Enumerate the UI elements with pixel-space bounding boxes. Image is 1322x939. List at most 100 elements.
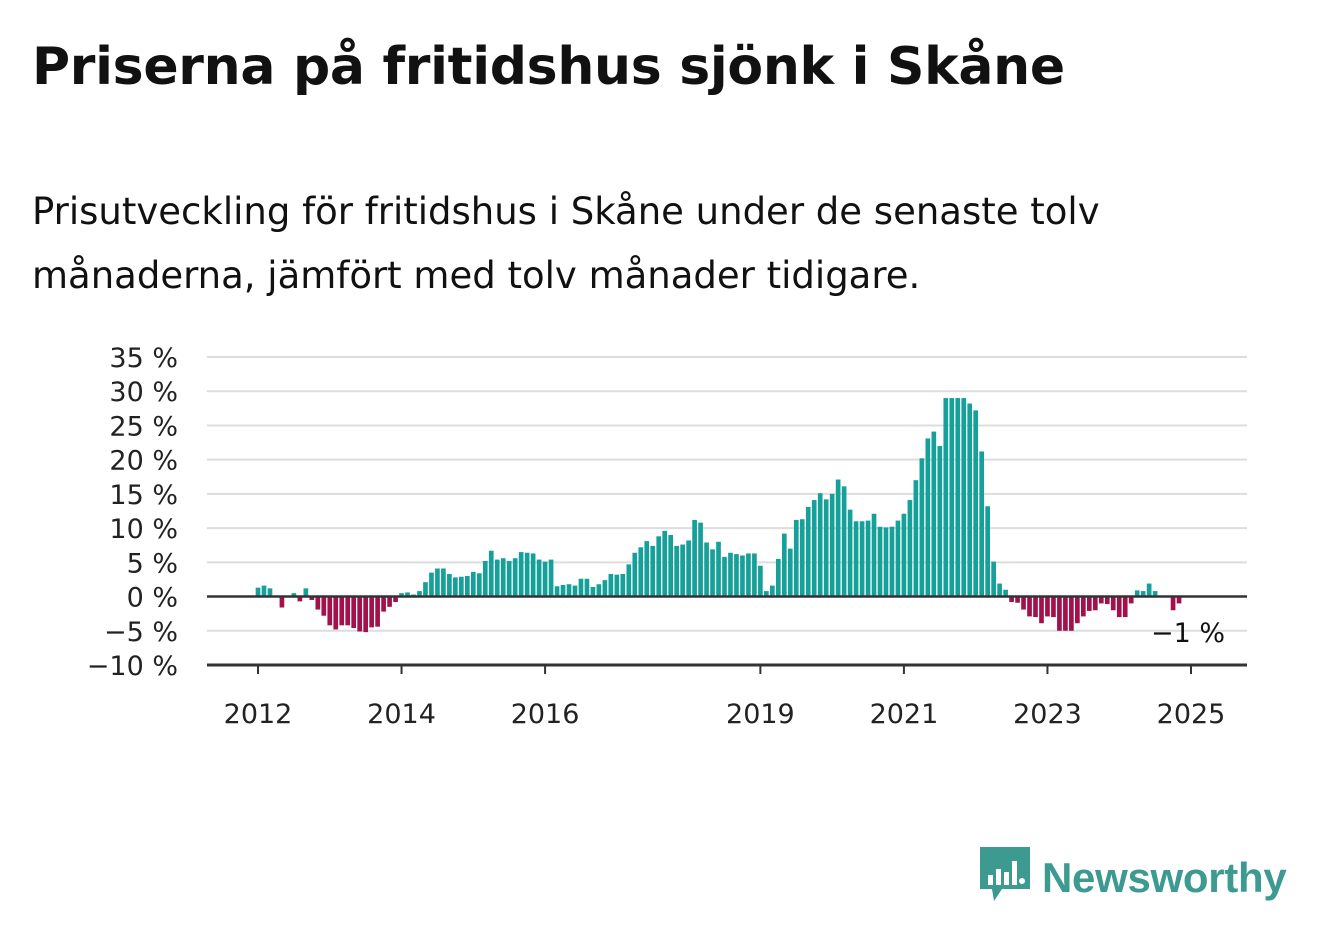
bar	[632, 552, 638, 597]
bar	[381, 596, 386, 612]
bar	[1170, 596, 1176, 611]
bar	[841, 486, 847, 597]
bar	[770, 585, 775, 597]
x-axis-ticks: 2012 2014 2016 2019 2021 2023 2025	[224, 665, 1226, 730]
bar	[925, 438, 931, 597]
bar	[327, 596, 333, 626]
bar	[512, 558, 518, 597]
bar	[919, 458, 925, 597]
bar	[267, 588, 273, 597]
bar	[644, 541, 650, 597]
bar	[261, 585, 267, 597]
bars	[255, 398, 1182, 633]
y-tick-label: −5 %	[104, 617, 178, 648]
bar	[650, 545, 656, 597]
bar	[1045, 596, 1050, 617]
bar	[997, 583, 1002, 597]
bar	[823, 499, 829, 597]
bar	[793, 519, 799, 597]
bar	[506, 560, 512, 597]
bar	[447, 573, 452, 597]
y-tick-label: 25 %	[109, 411, 178, 442]
bar	[1104, 596, 1110, 605]
bar	[871, 513, 877, 597]
bar	[453, 577, 458, 597]
y-tick-label: 30 %	[109, 377, 178, 408]
bar	[1134, 590, 1140, 597]
bar	[476, 573, 482, 597]
bar	[596, 584, 602, 597]
bar	[781, 533, 787, 597]
bar	[255, 587, 261, 597]
bar	[829, 493, 835, 597]
bar	[1063, 596, 1068, 631]
bar	[764, 591, 769, 597]
bar	[638, 547, 644, 597]
bar	[734, 554, 739, 597]
bar	[530, 553, 536, 597]
bar	[1128, 596, 1134, 604]
y-tick-label: −10 %	[87, 651, 178, 682]
bar	[752, 553, 757, 597]
x-tick-label: 2019	[726, 699, 795, 730]
y-tick-label: 10 %	[109, 514, 178, 545]
x-tick-label: 2025	[1157, 699, 1226, 730]
chart-subtitle: Prisutveckling för fritidshus i Skåne un…	[32, 190, 1100, 297]
x-tick-label: 2021	[870, 699, 939, 730]
bar	[614, 574, 620, 597]
bar	[518, 552, 524, 597]
bar	[979, 451, 985, 597]
bar	[590, 586, 596, 597]
bar	[1092, 596, 1098, 611]
bar	[728, 552, 733, 597]
bar	[710, 549, 715, 597]
y-tick-label: 5 %	[127, 548, 178, 579]
bar	[464, 576, 470, 597]
bar	[1075, 596, 1080, 624]
bar	[1027, 596, 1032, 617]
bar	[1086, 596, 1092, 611]
bar	[889, 526, 895, 597]
y-axis-ticks: −10 %−5 %0 % 5 %10 %15 %20 % 25 %30 %35 %	[87, 343, 178, 682]
bar	[626, 564, 632, 597]
bar	[931, 431, 937, 597]
x-tick-label: 2023	[1013, 699, 1082, 730]
bar	[279, 596, 285, 608]
bar	[949, 398, 955, 597]
bar	[668, 534, 674, 597]
bar	[907, 500, 913, 597]
bar	[423, 582, 428, 597]
bar	[704, 542, 709, 597]
bar	[835, 479, 841, 597]
bar	[680, 544, 685, 597]
y-tick-label: 35 %	[109, 343, 178, 374]
bar	[560, 584, 566, 597]
last-value-label: −1 %	[1151, 618, 1225, 649]
bar	[1015, 596, 1020, 603]
bar	[429, 572, 434, 597]
bar	[459, 576, 464, 597]
bar	[1051, 596, 1056, 618]
bar	[787, 548, 793, 597]
bar	[740, 555, 745, 597]
bar	[674, 545, 679, 597]
bar	[387, 596, 392, 607]
bar	[554, 586, 560, 597]
bar	[692, 519, 697, 597]
x-tick-label: 2016	[511, 699, 580, 730]
x-tick-label: 2012	[224, 699, 293, 730]
bar	[1033, 596, 1038, 618]
bar	[799, 519, 805, 597]
bar	[1003, 589, 1008, 597]
bar	[746, 553, 751, 597]
bar	[811, 500, 817, 597]
bar-chart: −10 %−5 %0 %5 %10 %15 %20 %25 %30 %35 % …	[87, 343, 1247, 730]
bar	[991, 561, 996, 597]
bar	[441, 568, 446, 597]
bar	[524, 552, 530, 597]
bar	[315, 596, 321, 610]
bar	[1057, 596, 1062, 631]
bar	[656, 536, 662, 597]
bar	[291, 593, 297, 597]
bar	[339, 596, 345, 626]
